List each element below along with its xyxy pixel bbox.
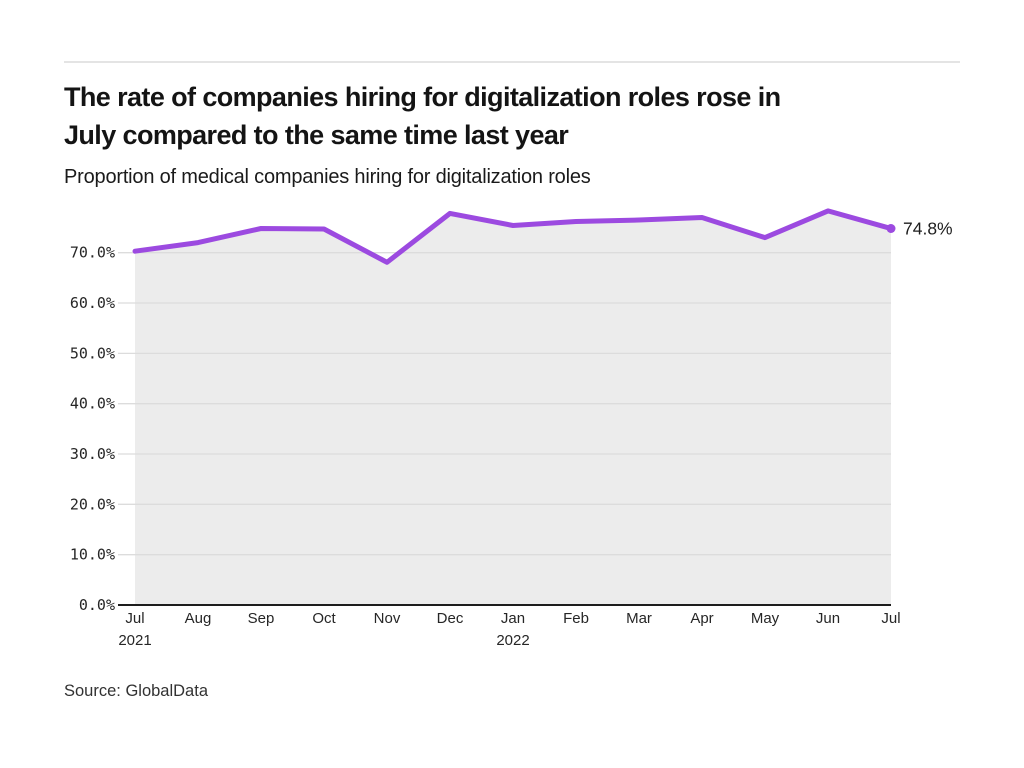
x-tick-label: Oct (312, 610, 336, 627)
headline-line-1: The rate of companies hiring for digital… (64, 82, 781, 112)
headline: The rate of companies hiring for digital… (64, 78, 994, 154)
chart-subtitle: Proportion of medical companies hiring f… (64, 166, 591, 188)
end-value-label: 74.8% (903, 219, 953, 239)
x-tick-label: May (751, 610, 780, 627)
data-line (132, 208, 894, 265)
x-tick-label: Aug (185, 610, 212, 627)
x-tick-label: Jul (881, 610, 900, 627)
y-tick-label: 40.0% (70, 395, 115, 413)
x-tick-label: Nov (374, 610, 401, 627)
x-tick-sublabel: 2021 (118, 632, 151, 649)
x-tick-sublabel: 2022 (496, 632, 529, 649)
y-tick-label: 10.0% (70, 546, 115, 564)
y-tick-label: 50.0% (70, 344, 115, 362)
end-point-dot (886, 224, 896, 233)
x-tick-label: Jan (501, 610, 525, 627)
source-attribution: Source: GlobalData (64, 682, 208, 700)
y-tick-label: 20.0% (70, 495, 115, 513)
x-tick-label: Jun (816, 610, 840, 627)
x-tick-label: Apr (690, 610, 713, 627)
y-tick-label: 60.0% (70, 294, 115, 312)
x-tick-label: Sep (248, 610, 275, 627)
x-tick-label: Mar (626, 610, 652, 627)
y-tick-label: 70.0% (70, 244, 115, 262)
headline-line-2: July compared to the same time last year (64, 120, 569, 150)
top-divider-rule (64, 61, 960, 63)
x-tick-label: Feb (563, 610, 589, 627)
x-tick-label: Dec (437, 610, 464, 627)
y-tick-label: 30.0% (70, 445, 115, 463)
y-tick-label: 0.0% (79, 596, 115, 614)
x-tick-label: Jul (125, 610, 144, 627)
area-fill (135, 210, 891, 605)
